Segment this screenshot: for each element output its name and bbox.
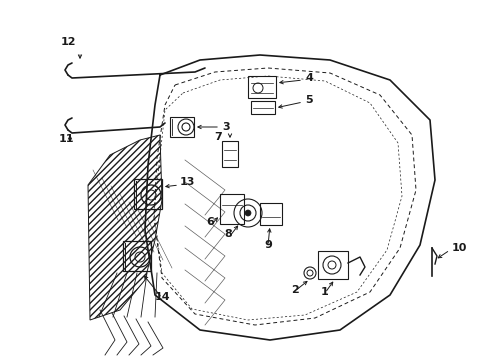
- Text: 10: 10: [451, 243, 467, 253]
- Circle shape: [244, 210, 250, 216]
- Text: 5: 5: [305, 95, 312, 105]
- Text: 3: 3: [222, 122, 229, 132]
- Text: 13: 13: [180, 177, 195, 187]
- Text: 11: 11: [58, 134, 74, 144]
- Polygon shape: [88, 135, 162, 320]
- Bar: [123, 241, 151, 271]
- Text: 7: 7: [214, 132, 222, 142]
- Text: 14: 14: [154, 292, 169, 302]
- Text: 1: 1: [321, 287, 328, 297]
- Bar: [222, 141, 238, 167]
- Bar: [247, 76, 275, 98]
- Text: 6: 6: [205, 217, 214, 227]
- Bar: [170, 117, 194, 137]
- Text: 4: 4: [305, 73, 312, 83]
- Bar: [250, 101, 274, 114]
- Bar: [260, 203, 282, 225]
- Bar: [317, 251, 347, 279]
- Bar: [220, 194, 244, 224]
- Text: 2: 2: [290, 285, 298, 295]
- Text: 12: 12: [60, 37, 76, 47]
- Text: 8: 8: [224, 229, 231, 239]
- Text: 9: 9: [264, 240, 271, 250]
- Bar: [134, 179, 162, 209]
